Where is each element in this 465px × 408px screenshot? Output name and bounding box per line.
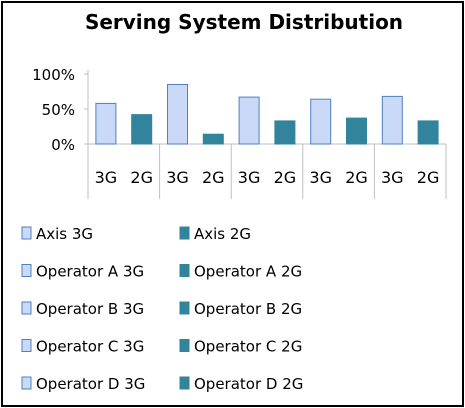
bar — [275, 121, 295, 144]
legend-label: Operator D 2G — [194, 375, 303, 393]
bar — [418, 121, 438, 144]
legend-label: Operator D 3G — [36, 375, 145, 393]
legend-swatch — [22, 265, 31, 277]
legend-swatch — [180, 265, 189, 277]
x-tick-label: 2G — [130, 168, 153, 187]
legend-swatch — [22, 227, 31, 239]
x-tick-label: 3G — [381, 168, 404, 187]
x-tick-label: 2G — [417, 168, 440, 187]
bar — [132, 115, 152, 144]
legend-swatch — [22, 377, 31, 389]
legend-label: Operator A 2G — [194, 263, 302, 281]
bar — [347, 118, 367, 144]
legend-label: Operator C 2G — [194, 338, 302, 356]
y-tick-label: 50% — [42, 101, 75, 119]
y-tick-label: 0% — [51, 136, 75, 154]
bar — [96, 103, 116, 144]
x-tick-label: 2G — [345, 168, 368, 187]
legend-label: Axis 2G — [194, 225, 251, 243]
x-tick-label: 2G — [202, 168, 225, 187]
legend-swatch — [22, 340, 31, 352]
legend-swatch — [180, 340, 189, 352]
legend-label: Axis 3G — [36, 225, 93, 243]
legend-label: Operator B 2G — [194, 300, 302, 318]
x-tick-label: 3G — [166, 168, 189, 187]
x-tick-label: 3G — [95, 168, 118, 187]
legend-label: Operator A 3G — [36, 263, 144, 281]
bar — [168, 85, 188, 145]
y-tick-label: 100% — [32, 66, 75, 84]
bar — [203, 134, 223, 144]
chart-svg: Serving System Distribution 0% 50% 100% 3G 2… — [3, 3, 462, 405]
plot-area: 0% 50% 100% 3G 2G 3G 2G 3G 2G 3G 2G 3G 2G — [32, 66, 446, 199]
bar — [311, 99, 331, 144]
x-tick-label: 2G — [274, 168, 297, 187]
legend-label: Operator B 3G — [36, 300, 144, 318]
legend: Axis 3G Axis 2G Operator A 3G Operator A 2G… — [22, 225, 303, 393]
chart-title: Serving System Distribution — [85, 10, 403, 34]
legend-swatch — [180, 227, 189, 239]
x-tick-label: 3G — [309, 168, 332, 187]
legend-swatch — [180, 302, 189, 314]
legend-swatch — [180, 377, 189, 389]
legend-swatch — [22, 302, 31, 314]
bar — [382, 96, 402, 144]
bar — [239, 97, 259, 144]
x-tick-label: 3G — [238, 168, 261, 187]
legend-label: Operator C 3G — [36, 338, 144, 356]
